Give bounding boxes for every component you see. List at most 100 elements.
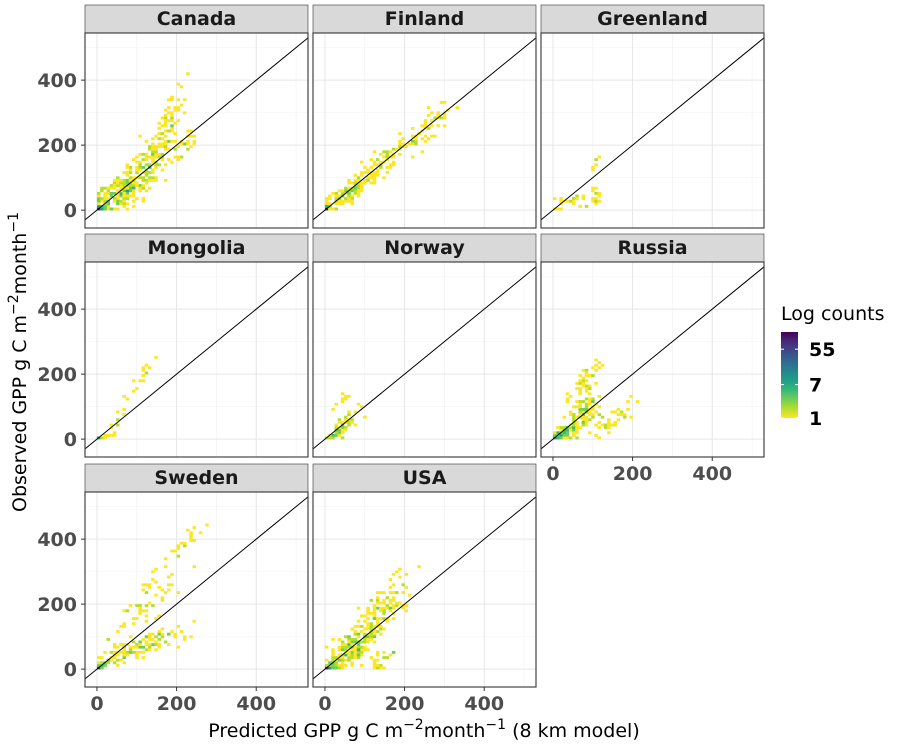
heatmap-cell (372, 666, 377, 670)
heatmap-cell (119, 186, 123, 190)
heatmap-cell (337, 637, 342, 641)
heatmap-cell (138, 184, 142, 188)
heatmap-cell (147, 635, 152, 639)
heatmap-cell (328, 436, 332, 440)
panel-title-finland: Finland (385, 8, 464, 30)
heatmap-cell (626, 407, 630, 411)
heatmap-cell (568, 428, 573, 432)
heatmap-cell (163, 139, 168, 143)
heatmap-cell (176, 106, 181, 110)
heatmap-cell (141, 588, 146, 592)
heatmap-cell (170, 113, 174, 117)
heatmap-cells-mongolia (96, 355, 158, 440)
heatmap-cell (337, 433, 342, 437)
heatmap-cell (192, 539, 197, 543)
heatmap-cell (112, 650, 117, 654)
heatmap-cell (356, 176, 361, 180)
heatmap-cell (565, 199, 570, 203)
heatmap-cell (141, 178, 146, 182)
heatmap-cell (353, 630, 358, 634)
heatmap-cell (103, 191, 107, 195)
heatmap-cell (597, 361, 602, 365)
heatmap-cell (347, 423, 351, 427)
heatmap-cell (584, 423, 589, 427)
heatmap-cell (324, 645, 329, 649)
heatmap-cell (100, 661, 104, 665)
heatmap-cell (173, 108, 177, 112)
heatmap-cell (607, 420, 611, 424)
heatmap-cell (572, 197, 576, 201)
heatmap-cell (584, 389, 589, 393)
heatmap-cell (375, 163, 380, 167)
heatmap-cell (122, 394, 126, 398)
heatmap-cell (331, 436, 335, 440)
heatmap-cell (167, 588, 171, 592)
heatmap-cell (135, 160, 139, 164)
heatmap-cell (594, 199, 598, 203)
heatmap-cell (347, 194, 351, 198)
heatmap-cell (375, 596, 380, 600)
heatmap-cell (372, 176, 377, 180)
heatmap-cell (160, 168, 165, 172)
heatmap-cell (584, 405, 589, 409)
heatmap-cell (125, 202, 130, 206)
heatmap-cell (331, 653, 335, 657)
heatmap-cell (157, 126, 161, 130)
heatmap-cell (154, 640, 158, 644)
heatmap-cell (334, 207, 338, 211)
heatmap-cell (103, 433, 107, 437)
heatmap-cell (334, 661, 338, 665)
heatmap-cell (575, 400, 579, 404)
heatmap-cell (337, 420, 342, 424)
heatmap-cell (372, 171, 377, 175)
heatmap-cell (135, 656, 139, 660)
heatmap-cell (135, 643, 139, 647)
heatmap-cell (138, 152, 142, 156)
heatmap-cell (382, 150, 386, 154)
heatmap-cell (112, 656, 117, 660)
heatmap-cell (597, 194, 602, 198)
heatmap-cell (147, 583, 152, 587)
heatmap-cell (382, 609, 386, 613)
heatmap-cell (391, 155, 396, 159)
legend: Log counts 55 7 1 (781, 303, 884, 430)
heatmap-cell (125, 173, 130, 177)
heatmap-cell (344, 186, 348, 190)
heatmap-cell (138, 379, 142, 383)
heatmap-cell (340, 431, 345, 435)
heatmap-cell (578, 410, 582, 414)
heatmap-cell (340, 397, 345, 401)
heatmap-cell (128, 176, 133, 180)
heatmap-cell (350, 420, 354, 424)
heatmap-cell (420, 124, 425, 128)
heatmap-cell (369, 176, 374, 180)
heatmap-cell (334, 194, 338, 198)
heatmap-cell (135, 155, 139, 159)
heatmap-cell (410, 139, 415, 143)
heatmap-cell (344, 658, 348, 662)
heatmap-cell (122, 194, 126, 198)
heatmap-cell (170, 95, 174, 99)
y-tick-label: 400 (37, 299, 77, 321)
heatmap-cell (331, 650, 335, 654)
heatmap-cell (388, 578, 393, 582)
heatmap-cell (135, 197, 139, 201)
heatmap-cell (154, 155, 158, 159)
heatmap-cell (138, 643, 142, 647)
heatmap-cell (359, 650, 364, 654)
heatmap-cell (131, 379, 136, 383)
heatmap-cell (160, 132, 165, 136)
heatmap-cell (591, 186, 595, 190)
heatmap-cell (154, 617, 158, 621)
heatmap-cell (135, 171, 139, 175)
heatmap-cell (144, 635, 149, 639)
heatmap-cell (344, 418, 348, 422)
heatmap-cell (442, 116, 447, 120)
heatmap-cell (151, 176, 155, 180)
heatmap-cell (144, 173, 149, 177)
heatmap-cell (379, 601, 383, 605)
heatmap-cell (103, 199, 107, 203)
heatmap-cell (176, 145, 181, 149)
y-tick-label: 200 (37, 594, 77, 616)
heatmap-cell (337, 645, 342, 649)
